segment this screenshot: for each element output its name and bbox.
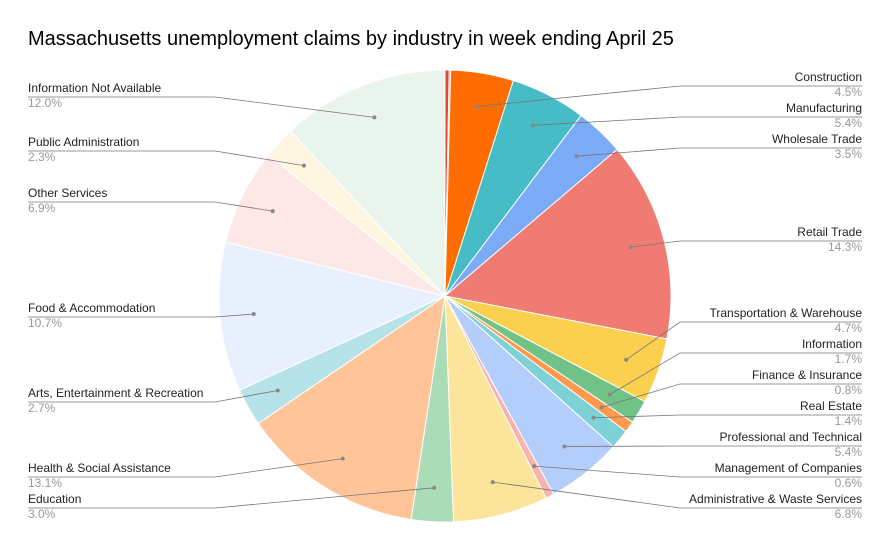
- slice-label: Public Administration 2.3%: [28, 135, 139, 165]
- pie-slice-food-accommodation[interactable]: [218, 241, 447, 391]
- slice-label-value: 5.4%: [834, 445, 862, 459]
- slice-label-value: 0.8%: [834, 383, 862, 397]
- slice-label-value: 6.9%: [28, 201, 56, 215]
- slice-label-value: 0.6%: [834, 476, 862, 490]
- slice-label-value: 4.7%: [834, 321, 862, 335]
- slice-label: Wholesale Trade 3.5%: [772, 132, 862, 162]
- slice-label: Finance & Insurance 0.8%: [752, 368, 862, 398]
- slice-label-name: Construction: [794, 70, 862, 84]
- slice-label-value: 10.7%: [28, 316, 63, 330]
- slice-label-value: 12.0%: [28, 96, 63, 110]
- leader-line: [562, 444, 862, 449]
- slice-label-name: Public Administration: [28, 135, 140, 149]
- slice-label: Professional and Technical 5.4%: [719, 430, 862, 460]
- leader-line: [607, 352, 862, 397]
- slice-label: Management of Companies 0.6%: [715, 461, 862, 491]
- pie-slice-information-not-available[interactable]: [289, 69, 446, 298]
- slice-label-name: Manufacturing: [785, 101, 862, 115]
- chart-title: Massachusetts unemployment claims by ind…: [28, 28, 674, 50]
- slice-label-value: 3.5%: [834, 147, 862, 161]
- leader-line: [28, 312, 256, 318]
- slice-label: Education 3.0%: [28, 492, 81, 522]
- slice-label-value: 13.1%: [28, 476, 63, 490]
- leader-line: [28, 456, 345, 478]
- slice-label-value: 4.5%: [834, 85, 862, 99]
- slice-label-name: Administrative & Waste Services: [689, 492, 862, 506]
- slice-label-name: Information Not Available: [28, 81, 162, 95]
- slice-label: Transportation & Warehouse 4.7%: [709, 306, 862, 336]
- slice-label: Construction 4.5%: [795, 70, 862, 100]
- leader-line: [624, 321, 862, 362]
- leader-line: [574, 147, 862, 159]
- leader-line: [28, 388, 280, 403]
- leader-line: [628, 240, 862, 250]
- slice-label-value: 2.3%: [28, 150, 56, 164]
- slice-label-name: Information: [801, 337, 862, 351]
- slice-label: Health & Social Assistance 13.1%: [28, 461, 171, 491]
- slice-label: Information 1.7%: [802, 337, 862, 367]
- slice-label-value: 6.8%: [834, 507, 862, 521]
- slice-label: Retail Trade 14.3%: [797, 225, 862, 255]
- slice-label-name: Real Estate: [799, 399, 862, 413]
- slice-label-name: Wholesale Trade: [771, 132, 862, 146]
- leader-line: [490, 480, 862, 509]
- slice-label: Arts, Entertainment & Recreation 2.7%: [28, 386, 203, 416]
- slice-label-name: Finance & Insurance: [751, 368, 862, 382]
- slice-label-name: Management of Companies: [714, 461, 862, 475]
- slice-label: Manufacturing 5.4%: [786, 101, 862, 131]
- leader-line: [28, 150, 306, 168]
- slice-label: Administrative & Waste Services 6.8%: [689, 492, 862, 522]
- slice-label-name: Professional and Technical: [719, 430, 862, 444]
- leader-line: [599, 383, 862, 410]
- slice-label-value: 1.4%: [834, 414, 862, 428]
- slice-label-name: Arts, Entertainment & Recreation: [28, 386, 204, 400]
- pie-slice-retail-trade[interactable]: [443, 148, 672, 340]
- leader-line: [28, 96, 377, 120]
- slice-label: Food & Accommodation 10.7%: [28, 301, 155, 331]
- slice-label-name: Retail Trade: [797, 225, 862, 239]
- leader-line: [591, 414, 862, 420]
- leader-line: [531, 116, 862, 128]
- slice-label: Real Estate 1.4%: [800, 399, 862, 429]
- slice-label-name: Education: [28, 492, 82, 506]
- slice-label-name: Transportation & Warehouse: [709, 306, 862, 320]
- leader-line: [474, 85, 862, 109]
- slice-label-name: Food & Accommodation: [28, 301, 156, 315]
- pie-slice-health-social-assistance[interactable]: [257, 294, 446, 521]
- slice-label-name: Other Services: [28, 186, 108, 200]
- leader-line: [532, 464, 862, 478]
- slice-label-name: Health & Social Assistance: [28, 461, 171, 475]
- slice-label-value: 5.4%: [834, 116, 862, 130]
- slice-label: Information Not Available 12.0%: [28, 81, 161, 111]
- slice-label: Other Services 6.9%: [28, 186, 107, 216]
- leader-line: [28, 485, 437, 509]
- slice-label-value: 2.7%: [28, 401, 56, 415]
- slice-label-value: 14.3%: [827, 240, 862, 254]
- leader-line: [28, 201, 275, 214]
- slice-label-value: 1.7%: [834, 352, 862, 366]
- slice-label-value: 3.0%: [28, 507, 56, 521]
